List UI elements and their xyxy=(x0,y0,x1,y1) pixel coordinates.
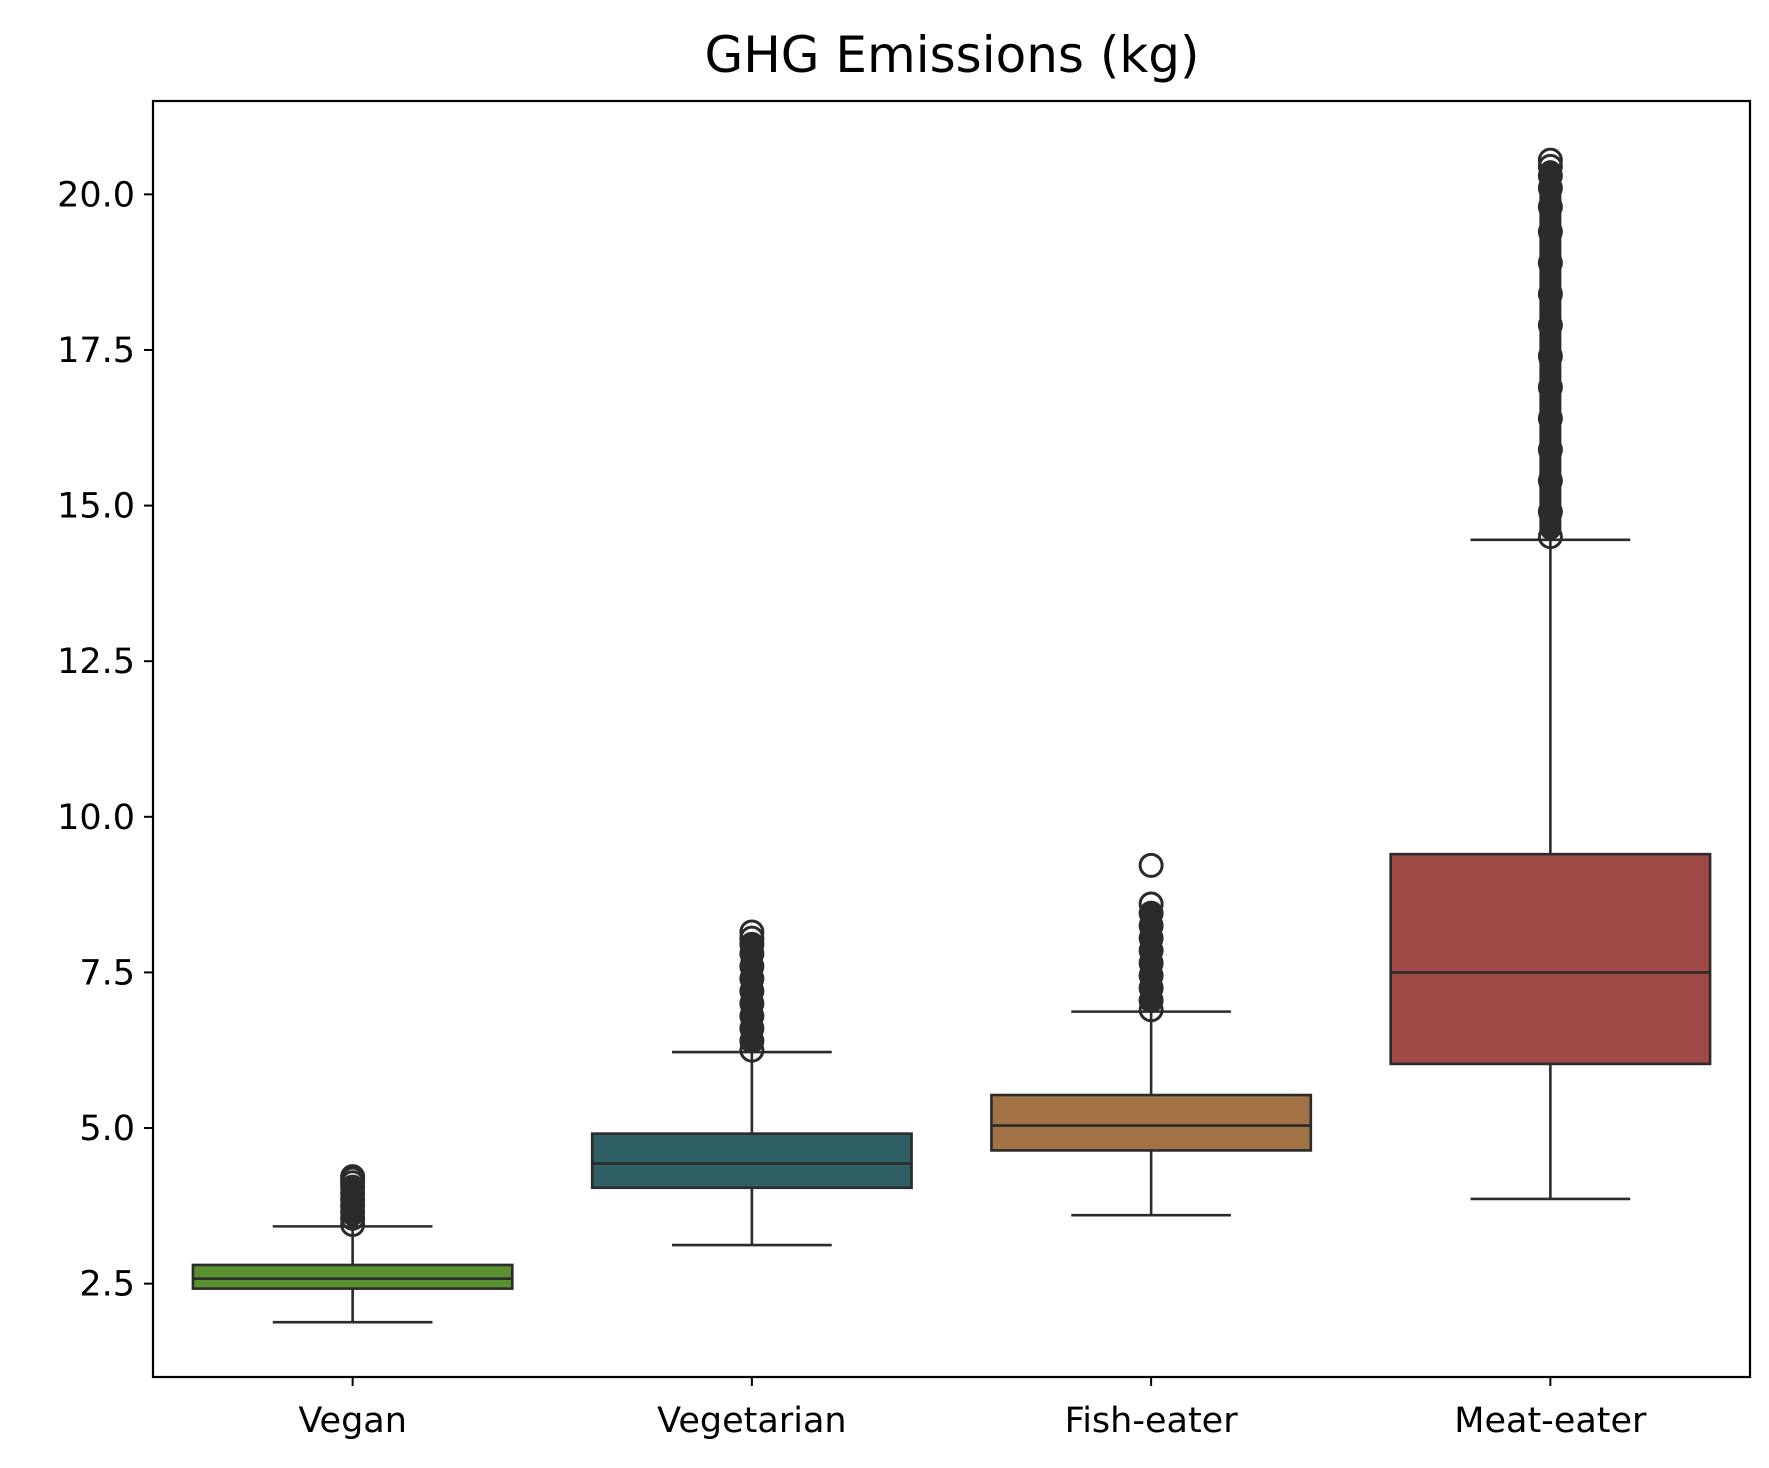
outlier-point xyxy=(1537,374,1563,400)
outlier-point xyxy=(739,925,765,951)
y-tick-label: 20.0 xyxy=(57,175,135,215)
y-tick-label: 10.0 xyxy=(57,798,135,838)
box-group-meat-eater xyxy=(1389,147,1712,1201)
outlier-point xyxy=(1537,250,1563,276)
outlier-point xyxy=(1537,437,1563,463)
y-tick-label: 17.5 xyxy=(57,331,135,371)
outlier-point xyxy=(1537,343,1563,369)
outlier-point xyxy=(1537,312,1563,338)
outlier-point xyxy=(340,1180,366,1206)
outlier-point xyxy=(340,1164,366,1190)
x-tick-label-vegan: Vegan xyxy=(298,1401,407,1441)
x-tick-label-fish-eater: Fish-eater xyxy=(1065,1401,1239,1441)
outlier-point xyxy=(1138,925,1164,951)
box-fish-eater xyxy=(990,1093,1313,1152)
outlier-point xyxy=(340,1212,366,1238)
box-vegetarian xyxy=(590,1132,913,1190)
outlier-point xyxy=(1138,975,1164,1001)
y-tick-label: 7.5 xyxy=(79,953,135,993)
outlier-point xyxy=(1537,147,1563,173)
x-tick-label-meat-eater: Meat-eater xyxy=(1454,1401,1647,1441)
outlier-point xyxy=(1537,281,1563,307)
outlier-point xyxy=(1138,950,1164,976)
box-group-vegan xyxy=(191,1164,514,1324)
outlier-point xyxy=(1138,852,1164,878)
outlier-point xyxy=(739,966,765,992)
x-tick-label-vegetarian: Vegetarian xyxy=(657,1401,846,1441)
outlier-point xyxy=(739,1028,765,1054)
outlier-point xyxy=(1138,891,1164,917)
y-axis: 2.5 5.0 7.5 10.0 12.5 15.0 17.5 20.0 xyxy=(57,175,153,1305)
plot-area xyxy=(191,147,1712,1324)
y-tick-label: 15.0 xyxy=(57,487,135,527)
outlier-point xyxy=(1537,219,1563,245)
outlier-point xyxy=(739,919,765,945)
outlier-point xyxy=(1537,468,1563,494)
outlier-point xyxy=(739,978,765,1004)
outlier-point xyxy=(1537,405,1563,431)
outlier-point xyxy=(1138,900,1164,926)
outlier-point xyxy=(1138,938,1164,964)
outlier-point xyxy=(1537,194,1563,220)
box-meat-eater xyxy=(1389,852,1712,1066)
outlier-point xyxy=(739,1003,765,1029)
y-tick-label: 5.0 xyxy=(79,1109,135,1149)
outlier-point xyxy=(1138,963,1164,989)
box-group-vegetarian xyxy=(590,919,913,1247)
outlier-point xyxy=(1537,499,1563,525)
chart-title: GHG Emissions (kg) xyxy=(704,26,1199,84)
outlier-point xyxy=(739,1015,765,1041)
y-tick-label: 2.5 xyxy=(79,1265,135,1305)
box-vegan xyxy=(191,1263,514,1290)
outlier-point xyxy=(739,931,765,957)
plot-frame xyxy=(151,99,1752,1379)
outlier-point xyxy=(1138,987,1164,1013)
outlier-point xyxy=(739,991,765,1017)
outlier-point xyxy=(1537,524,1563,550)
outlier-point xyxy=(1537,153,1563,179)
x-axis: Vegan Vegetarian Fish-eater Meat-eater xyxy=(298,1377,1647,1441)
outlier-point xyxy=(1537,163,1563,189)
outlier-point xyxy=(340,1205,366,1231)
outlier-point xyxy=(340,1199,366,1225)
y-tick-label: 12.5 xyxy=(57,642,135,682)
box-group-fish-eater xyxy=(990,852,1313,1217)
